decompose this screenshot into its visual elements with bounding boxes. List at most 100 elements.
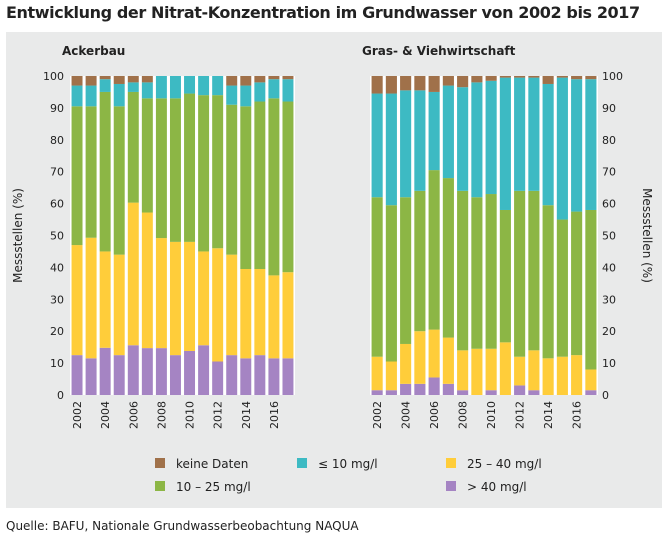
bar-segment: [282, 79, 294, 102]
y-tick-label: 30: [50, 293, 64, 306]
y-tick-label: 40: [50, 261, 64, 274]
bar-segment: [127, 345, 139, 395]
x-tick-label: 2012: [514, 401, 527, 429]
bar-segment: [556, 356, 568, 395]
bar-segment: [141, 82, 153, 99]
bar-segment: [226, 355, 238, 396]
bar-segment: [99, 79, 111, 92]
bar-segment: [428, 377, 440, 395]
bar-segment: [99, 91, 111, 252]
legend-item: 25 – 40 mg/l: [446, 457, 542, 471]
bar-segment: [528, 350, 540, 391]
bar-segment: [442, 76, 454, 86]
bar-segment: [499, 77, 511, 210]
bar-segment: [414, 76, 426, 91]
legend-swatch: [446, 481, 456, 491]
bar-segment: [85, 358, 97, 395]
bar-segment: [254, 355, 266, 396]
bar-segment: [457, 350, 469, 391]
legend-item: > 40 mg/l: [446, 480, 527, 494]
legend-swatch: [446, 458, 456, 468]
bar-segment: [528, 77, 540, 191]
bar-segment: [442, 383, 454, 395]
bar-segment: [127, 76, 139, 83]
bar-segment: [514, 356, 526, 386]
x-tick-label: 2014: [542, 401, 555, 429]
bar-segment: [428, 329, 440, 378]
bar-segment: [471, 197, 483, 349]
bar-segment: [400, 343, 412, 384]
bar-segment: [113, 254, 125, 356]
x-tick-label: 2006: [127, 401, 140, 429]
bar-segment: [385, 93, 397, 206]
legend-label: ≤ 10 mg/l: [318, 457, 378, 471]
bar-segment: [428, 91, 440, 171]
bar-segment: [71, 76, 83, 86]
bar-segment: [169, 76, 181, 99]
panel-title: Gras- & Viehwirtschaft: [362, 44, 516, 58]
bar-segment: [282, 358, 294, 395]
bar-segment: [485, 194, 497, 349]
bar-segment: [585, 79, 597, 210]
y-tick-label: 10: [602, 357, 616, 370]
bar-segment: [385, 390, 397, 395]
bar-segment: [226, 76, 238, 86]
bar-segment: [169, 241, 181, 356]
bar-segment: [268, 275, 280, 359]
y-tick-label: 60: [50, 198, 64, 211]
x-tick-label: 2014: [240, 401, 253, 429]
bar-segment: [457, 390, 469, 395]
bar-segment: [212, 248, 224, 362]
bar-segment: [528, 76, 540, 78]
x-tick-label: 2008: [457, 401, 470, 429]
bar-segment: [99, 251, 111, 348]
bar-segment: [282, 76, 294, 80]
bar-segment: [282, 272, 294, 359]
bar-segment: [169, 98, 181, 242]
x-tick-label: 2002: [71, 401, 84, 429]
bar-segment: [141, 98, 153, 213]
bar-segment: [184, 76, 196, 94]
bar-segment: [113, 106, 125, 255]
bar-segment: [240, 269, 252, 359]
y-tick-label: 80: [50, 134, 64, 147]
bar-segment: [240, 85, 252, 107]
bar-segment: [113, 355, 125, 396]
legend-label: > 40 mg/l: [467, 480, 527, 494]
bar-segment: [85, 85, 97, 107]
legend-label: 25 – 40 mg/l: [467, 457, 542, 471]
y-tick-label: 90: [50, 102, 64, 115]
bar-segment: [542, 205, 554, 359]
source-note: Quelle: BAFU, Nationale Grundwasserbeoba…: [6, 519, 359, 533]
bar-segment: [585, 390, 597, 395]
bar-segment: [212, 95, 224, 249]
bar-segment: [212, 361, 224, 395]
bar-segment: [400, 76, 412, 91]
bar-segment: [99, 347, 111, 395]
y-tick-label: 100: [43, 70, 64, 83]
y-tick-label: 10: [50, 357, 64, 370]
bar-segment: [556, 76, 568, 78]
panel-title: Ackerbau: [62, 44, 125, 58]
x-tick-label: 2002: [371, 401, 384, 429]
bar-segment: [428, 170, 440, 330]
bar-segment: [169, 355, 181, 396]
bar-segment: [514, 385, 526, 395]
bar-segment: [226, 104, 238, 255]
bar-segment: [385, 76, 397, 94]
bar-segment: [485, 348, 497, 391]
bar-segment: [585, 76, 597, 80]
bar-segment: [442, 337, 454, 384]
bar-segment: [254, 76, 266, 83]
bar-segment: [471, 82, 483, 198]
y-axis-label: Messstellen (%): [640, 188, 654, 283]
bar-segment: [556, 77, 568, 220]
bar-segment: [141, 76, 153, 83]
x-tick-label: 2008: [155, 401, 168, 429]
bar-segment: [85, 76, 97, 86]
legend-item: 10 – 25 mg/l: [155, 480, 251, 494]
x-tick-label: 2010: [485, 401, 498, 429]
bar-segment: [400, 383, 412, 395]
chart-2: Gras- & Viehwirtschaft 0 10 20 30 40 50 60 70 80 9…: [362, 44, 654, 429]
